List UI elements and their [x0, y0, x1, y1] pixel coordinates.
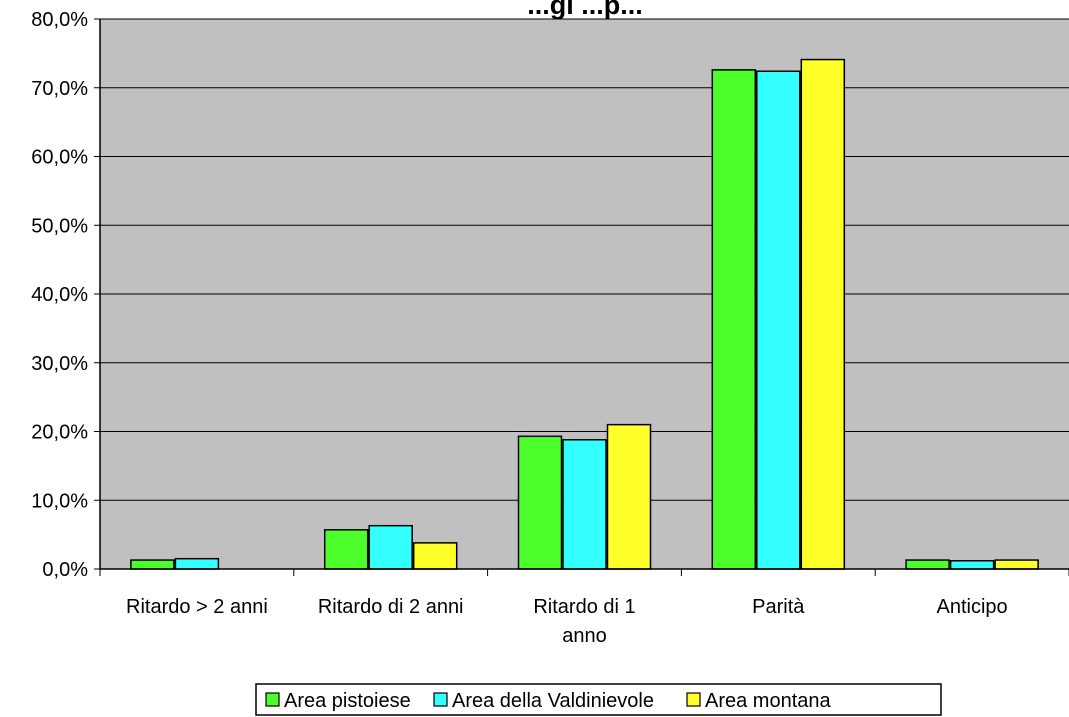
bar — [323, 529, 369, 570]
bar — [949, 560, 995, 570]
legend-label: Area della Valdinievole — [452, 690, 654, 712]
x-tick-label: Ritardo > 2 anni — [126, 596, 268, 618]
bar — [412, 542, 458, 570]
x-tick-label: anno — [562, 625, 607, 647]
x-tick-label: Parità — [752, 596, 805, 618]
bar — [606, 423, 652, 570]
bar — [905, 559, 950, 570]
legend-label: Area montana — [705, 690, 832, 712]
y-tick-label: 60,0% — [31, 147, 88, 169]
x-tick-label: Ritardo di 1 — [533, 596, 635, 618]
bar — [130, 559, 175, 570]
y-tick-label: 0,0% — [42, 559, 88, 581]
y-tick-label: 20,0% — [31, 422, 88, 444]
legend-label: Area pistoiese — [284, 690, 411, 712]
x-tick-label: Ritardo di 2 anni — [318, 596, 464, 618]
y-tick-label: 40,0% — [31, 284, 88, 306]
x-tick-label: Anticipo — [937, 596, 1008, 618]
legend-box — [255, 683, 942, 716]
bar — [517, 435, 563, 570]
bar — [711, 69, 757, 570]
bar — [994, 559, 1039, 570]
bar — [174, 557, 220, 570]
legend-swatch — [433, 692, 448, 707]
legend-swatch — [686, 692, 701, 707]
bar — [756, 70, 801, 570]
legend-swatch — [265, 692, 280, 707]
y-tick-label: 70,0% — [31, 78, 88, 100]
chart-title: ...gi ...p... — [527, 0, 643, 20]
bar — [368, 524, 413, 570]
y-tick-label: 30,0% — [31, 353, 88, 375]
y-tick-label: 10,0% — [31, 490, 88, 512]
bar — [800, 58, 846, 570]
y-tick-label: 50,0% — [31, 215, 88, 237]
y-tick-label: 80,0% — [31, 9, 88, 31]
bar — [562, 439, 607, 570]
